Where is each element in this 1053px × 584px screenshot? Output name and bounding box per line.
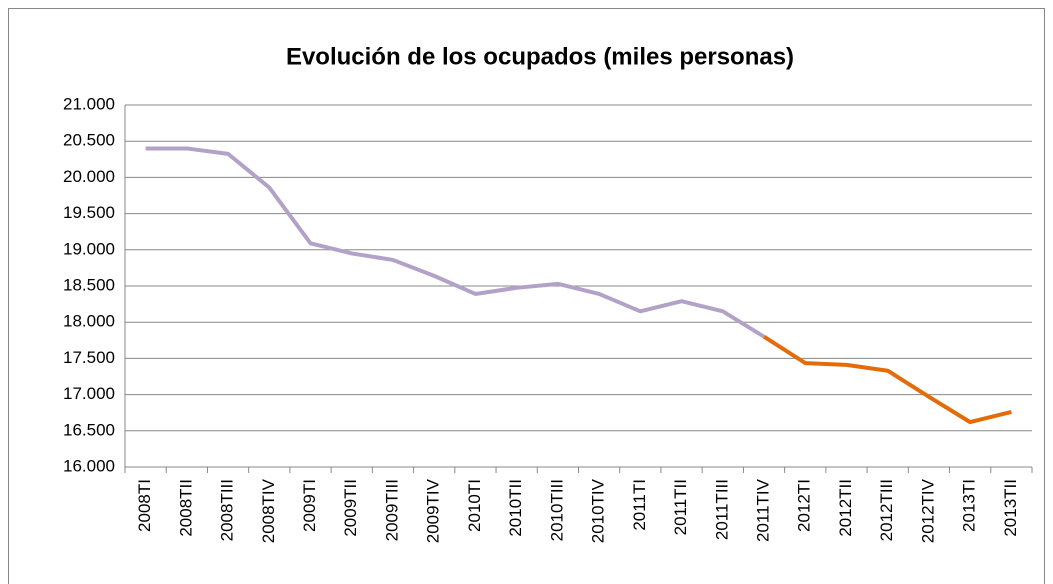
x-tick-label: 2010TII: [506, 479, 525, 537]
x-tick-label: 2012TIV: [918, 478, 937, 543]
series-line: [762, 334, 1012, 425]
x-tick-label: 2011TIII: [712, 479, 731, 540]
y-tick-label: 19.000: [63, 239, 115, 258]
y-tick-label: 18.000: [63, 312, 115, 331]
y-tick-label: 20.500: [63, 131, 115, 150]
y-tick-label: 19.500: [63, 203, 115, 222]
x-tick-label: 2010TI: [465, 479, 484, 532]
x-tick-label: 2008TIV: [259, 478, 278, 543]
x-tick-label: 2010TIV: [589, 478, 608, 543]
y-tick-label: 16.500: [63, 420, 115, 439]
x-tick-label: 2009TII: [341, 479, 360, 537]
x-tick-label: 2011TII: [671, 479, 690, 535]
chart-title: Evolución de los ocupados (miles persona…: [286, 43, 794, 70]
x-tick-label: 2008TIII: [218, 479, 237, 541]
y-tick-label: 21.000: [63, 94, 115, 113]
x-tick-label: 2013TII: [1001, 479, 1020, 537]
y-tick-label: 17.000: [63, 384, 115, 403]
chart-frame: [8, 8, 1045, 584]
x-tick-label: 2008TI: [135, 479, 154, 532]
y-tick-label: 16.000: [63, 456, 115, 475]
x-tick-label: 2011TI: [630, 479, 649, 531]
y-tick-label: 17.500: [63, 348, 115, 367]
x-tick-label: 2012TII: [836, 479, 855, 537]
x-tick-label: 2013TI: [960, 479, 979, 532]
x-tick-label: 2012TIII: [877, 479, 896, 541]
series-line: [145, 146, 766, 339]
x-tick-label: 2009TIV: [424, 478, 443, 543]
x-tick-label: 2012TI: [795, 479, 814, 532]
x-tick-label: 2009TIII: [382, 479, 401, 541]
x-tick-label: 2011TIV: [754, 478, 773, 542]
x-tick-label: 2010TIII: [547, 479, 566, 541]
y-tick-label: 18.500: [63, 275, 115, 294]
x-tick-label: 2008TII: [176, 479, 195, 537]
y-tick-label: 20.000: [63, 167, 115, 186]
x-tick-label: 2009TI: [300, 479, 319, 532]
